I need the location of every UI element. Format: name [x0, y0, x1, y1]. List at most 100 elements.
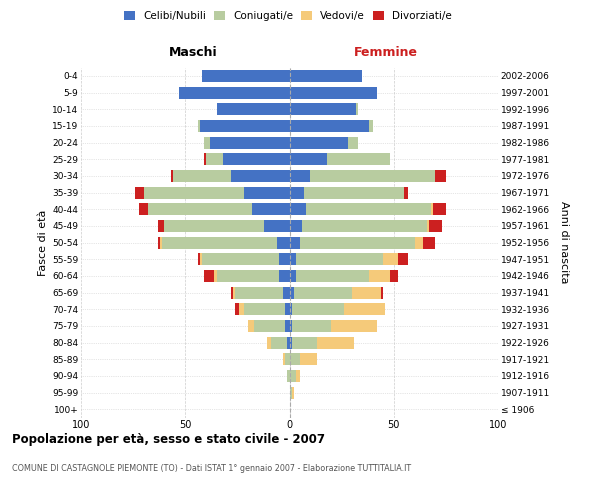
Bar — [235, 303, 239, 315]
Bar — [163, 236, 277, 248]
Bar — [244, 303, 286, 315]
Bar — [206, 153, 223, 165]
Bar — [290, 186, 304, 198]
Bar — [389, 270, 398, 282]
Bar — [344, 303, 385, 315]
Y-axis label: Fasce di età: Fasce di età — [38, 210, 48, 276]
Bar — [290, 370, 296, 382]
Bar — [244, 186, 290, 198]
Bar — [158, 220, 164, 232]
Bar — [170, 170, 173, 182]
Bar — [277, 236, 290, 248]
Bar — [290, 286, 293, 298]
Bar — [290, 170, 310, 182]
Bar — [433, 203, 446, 215]
Bar — [290, 353, 300, 365]
Bar — [287, 370, 290, 382]
Bar — [290, 336, 292, 348]
Bar — [383, 253, 398, 265]
Bar — [271, 336, 287, 348]
Bar — [296, 253, 383, 265]
Bar — [286, 353, 290, 365]
Bar — [369, 270, 389, 282]
Bar — [290, 103, 356, 115]
Bar — [302, 220, 427, 232]
Bar — [160, 236, 163, 248]
Bar — [279, 253, 290, 265]
Bar — [173, 170, 231, 182]
Bar — [202, 253, 279, 265]
Bar — [293, 286, 352, 298]
Bar — [429, 220, 442, 232]
Bar — [290, 386, 292, 398]
Bar — [231, 286, 233, 298]
Bar — [290, 253, 296, 265]
Text: COMUNE DI CASTAGNOLE PIEMONTE (TO) - Dati ISTAT 1° gennaio 2007 - Elaborazione T: COMUNE DI CASTAGNOLE PIEMONTE (TO) - Dat… — [12, 464, 411, 473]
Bar — [290, 220, 302, 232]
Y-axis label: Anni di nascita: Anni di nascita — [559, 201, 569, 283]
Bar — [290, 86, 377, 99]
Bar — [139, 203, 148, 215]
Bar — [200, 253, 202, 265]
Bar — [143, 186, 244, 198]
Bar — [290, 236, 300, 248]
Bar — [179, 86, 290, 99]
Bar — [202, 70, 290, 82]
Bar — [369, 120, 373, 132]
Bar — [296, 270, 369, 282]
Bar — [415, 236, 423, 248]
Text: Femmine: Femmine — [353, 46, 418, 58]
Bar — [217, 103, 290, 115]
Bar — [292, 336, 317, 348]
Bar — [198, 120, 200, 132]
Bar — [252, 203, 290, 215]
Bar — [436, 170, 446, 182]
Bar — [200, 120, 290, 132]
Bar — [300, 236, 415, 248]
Bar — [310, 170, 436, 182]
Bar — [290, 320, 292, 332]
Bar — [292, 303, 344, 315]
Bar — [292, 386, 293, 398]
Bar — [290, 303, 292, 315]
Bar — [286, 303, 290, 315]
Bar — [352, 286, 381, 298]
Bar — [290, 153, 327, 165]
Bar — [290, 270, 296, 282]
Bar — [283, 286, 290, 298]
Bar — [317, 336, 354, 348]
Bar — [427, 220, 429, 232]
Bar — [158, 236, 160, 248]
Bar — [381, 286, 383, 298]
Bar — [286, 320, 290, 332]
Bar — [331, 320, 377, 332]
Bar — [404, 186, 409, 198]
Bar — [348, 136, 358, 148]
Bar — [287, 336, 290, 348]
Bar — [327, 153, 389, 165]
Bar — [248, 320, 254, 332]
Bar — [164, 220, 265, 232]
Legend: Celibi/Nubili, Coniugati/e, Vedovi/e, Divorziati/e: Celibi/Nubili, Coniugati/e, Vedovi/e, Di… — [121, 8, 455, 24]
Bar — [283, 353, 286, 365]
Bar — [198, 253, 200, 265]
Bar — [356, 103, 358, 115]
Bar — [290, 120, 369, 132]
Bar — [431, 203, 433, 215]
Bar — [233, 286, 235, 298]
Bar — [398, 253, 409, 265]
Bar — [296, 370, 300, 382]
Bar — [231, 170, 290, 182]
Bar — [223, 153, 290, 165]
Bar — [235, 286, 283, 298]
Bar — [279, 270, 290, 282]
Bar — [239, 303, 244, 315]
Bar — [423, 236, 436, 248]
Bar — [204, 153, 206, 165]
Bar — [306, 203, 431, 215]
Bar — [204, 270, 214, 282]
Bar — [210, 136, 290, 148]
Bar — [265, 220, 290, 232]
Bar — [204, 136, 210, 148]
Text: Maschi: Maschi — [169, 46, 218, 58]
